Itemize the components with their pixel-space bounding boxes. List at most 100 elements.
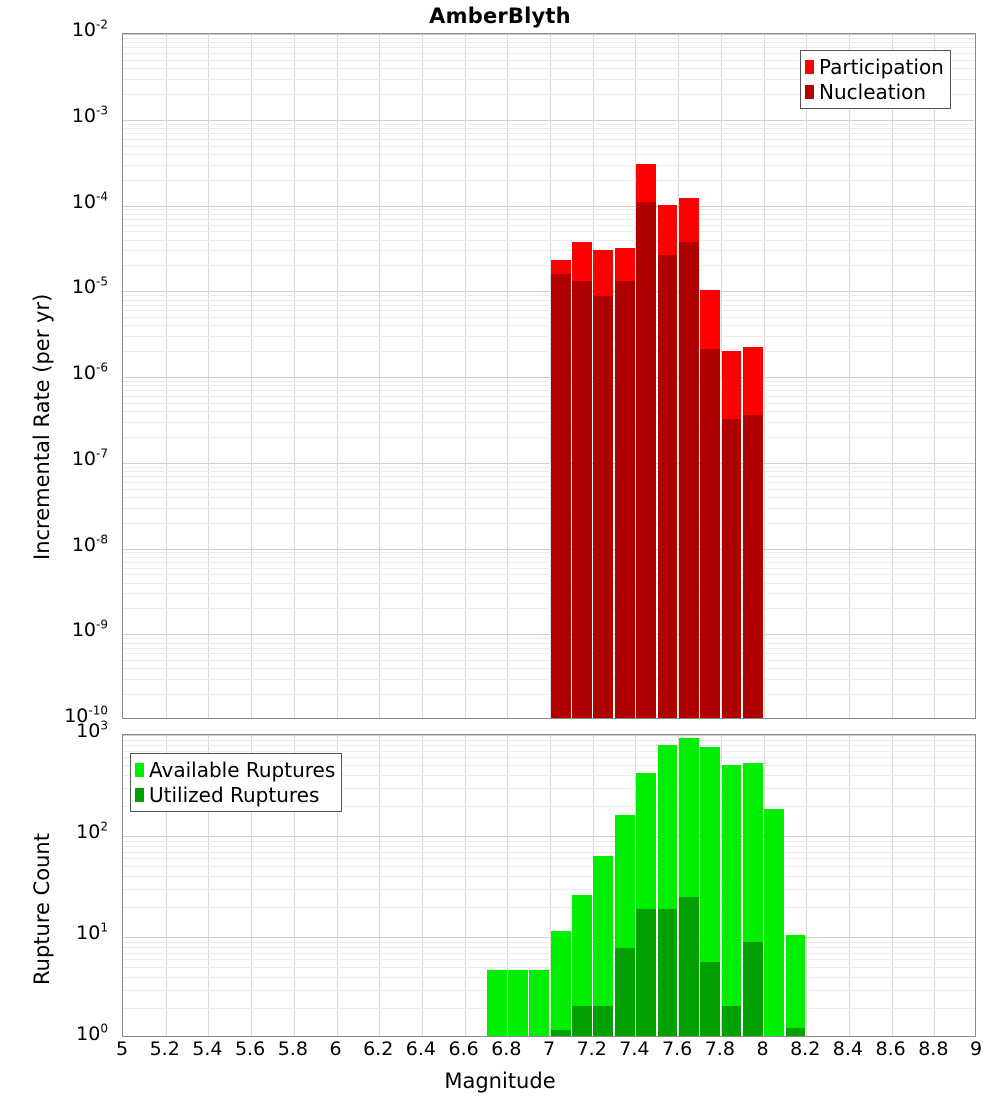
x-axis-tick-label: 7.8 (704, 1038, 735, 1060)
x-axis-tick-label: 8.6 (875, 1038, 906, 1060)
gridline-horizontal-minor (123, 946, 975, 948)
gridline-horizontal-minor (123, 123, 975, 125)
legend-label-available-ruptures: Available Ruptures (149, 757, 336, 782)
y-axis-tick-label: 10-3 (71, 103, 108, 127)
gridline-horizontal-major (123, 205, 975, 207)
gridline-horizontal-minor (123, 402, 975, 404)
gridline-horizontal-minor (123, 556, 975, 558)
legend-label-participation: Participation (819, 54, 944, 79)
gridline-horizontal-minor (123, 765, 975, 767)
gridline-vertical (251, 735, 253, 1036)
rupture-count-legend: Available Ruptures Utilized Ruptures (130, 753, 343, 812)
gridline-horizontal-minor (123, 952, 975, 954)
gridline-horizontal-minor (123, 906, 975, 908)
gridline-horizontal-minor (123, 295, 975, 297)
bar-nucleation (636, 201, 656, 718)
gridline-horizontal-minor (123, 876, 975, 878)
gridline-horizontal-minor (123, 840, 975, 842)
gridline-vertical (550, 735, 551, 1036)
gridline-horizontal-major (123, 548, 975, 550)
gridline-horizontal-minor (123, 239, 975, 241)
gridline-horizontal-minor (123, 59, 975, 61)
gridline-horizontal-minor (123, 250, 975, 252)
gridline-horizontal-minor (123, 37, 975, 39)
incremental-rate-plot-area (123, 34, 975, 718)
gridline-vertical (251, 34, 253, 718)
gridline-vertical (806, 34, 808, 718)
legend-swatch-nucleation (805, 84, 814, 99)
gridline-horizontal-minor (123, 959, 975, 961)
gridline-vertical (464, 735, 466, 1036)
gridline-vertical (848, 735, 850, 1036)
gridline-vertical (464, 34, 466, 718)
bar-nucleation (700, 349, 721, 718)
gridline-horizontal-minor (123, 138, 975, 140)
x-axis-tick-label: 6.4 (405, 1038, 436, 1060)
gridline-vertical (507, 735, 509, 1036)
gridline-horizontal-minor (123, 488, 975, 490)
bar-nucleation (678, 241, 699, 718)
gridline-vertical (635, 735, 637, 1036)
x-axis-tick-label: 8.2 (790, 1038, 821, 1060)
x-axis-tick-label: 5.8 (277, 1038, 308, 1060)
gridline-horizontal-major (123, 291, 975, 293)
gridline-horizontal-minor (123, 145, 975, 147)
gridline-vertical (208, 34, 210, 718)
gridline-vertical (550, 34, 551, 718)
gridline-vertical (379, 34, 381, 718)
x-axis-tick-label: 7.4 (619, 1038, 650, 1060)
legend-item-utilized-ruptures: Utilized Ruptures (135, 782, 335, 807)
gridline-horizontal-minor (123, 411, 975, 413)
bar-utilized-ruptures (785, 1028, 806, 1036)
gridline-horizontal-minor (123, 471, 975, 473)
gridline-vertical (635, 34, 637, 718)
gridline-horizontal-minor (123, 265, 975, 267)
legend-item-available-ruptures: Available Ruptures (135, 757, 335, 782)
bar-available-ruptures (593, 856, 614, 1036)
gridline-horizontal-minor (123, 53, 975, 55)
gridline-vertical (678, 34, 680, 718)
bar-available-ruptures (486, 970, 507, 1036)
gridline-vertical (165, 735, 167, 1036)
gridline-horizontal-minor (123, 42, 975, 44)
gridline-vertical (165, 34, 167, 718)
x-axis-tick-label: 8 (756, 1038, 769, 1060)
gridline-horizontal-minor (123, 845, 975, 847)
x-axis-tick-label: 8.8 (918, 1038, 949, 1060)
gridline-vertical (720, 735, 722, 1036)
y-axis-tick-label: 10-10 (64, 703, 108, 727)
bar-available-ruptures (550, 930, 571, 1036)
y-axis-tick-label: 102 (76, 819, 108, 843)
gridline-horizontal-minor (123, 436, 975, 438)
gridline-horizontal-minor (123, 299, 975, 301)
gridline-horizontal-major (123, 119, 975, 121)
incremental-rate-legend: Participation Nucleation (800, 50, 951, 109)
gridline-horizontal-minor (123, 390, 975, 392)
gridline-horizontal-minor (123, 866, 975, 868)
gridline-vertical (848, 34, 850, 718)
x-axis-tick-label: 7.6 (661, 1038, 693, 1060)
gridline-horizontal-minor (123, 582, 975, 584)
y-axis-tick-label: 10-5 (71, 274, 108, 299)
bar-utilized-ruptures (593, 1005, 614, 1036)
bar-available-ruptures (572, 894, 592, 1036)
bar-available-ruptures (785, 935, 806, 1036)
gridline-horizontal-major (123, 634, 975, 636)
gridline-horizontal-minor (123, 128, 975, 130)
gridline-vertical (421, 735, 423, 1036)
legend-label-utilized-ruptures: Utilized Ruptures (149, 782, 320, 807)
y-axis-tick-label: 100 (76, 1021, 108, 1045)
legend-label-nucleation: Nucleation (819, 79, 927, 104)
gridline-vertical (934, 735, 936, 1036)
gridline-horizontal-minor (123, 310, 975, 312)
bar-nucleation (742, 415, 763, 718)
gridline-horizontal-minor (123, 47, 975, 49)
gridline-horizontal-minor (123, 213, 975, 215)
page-title: AmberBlyth (429, 4, 571, 28)
y-axis-tick-label: 10-2 (71, 17, 108, 41)
gridline-horizontal-minor (123, 68, 975, 70)
y-axis-tick-label: 10-7 (71, 446, 108, 470)
gridline-horizontal-minor (123, 336, 975, 338)
gridline-vertical (891, 735, 893, 1036)
bar-available-ruptures (529, 970, 550, 1036)
